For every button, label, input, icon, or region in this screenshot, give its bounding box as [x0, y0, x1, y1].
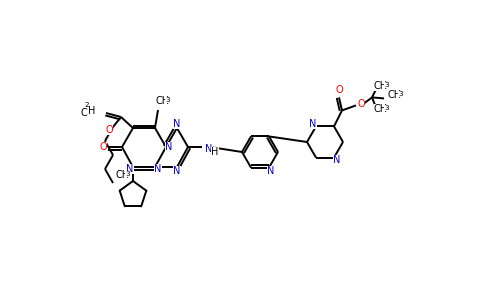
- Text: CH: CH: [156, 96, 170, 106]
- Text: N: N: [154, 164, 162, 174]
- Text: H: H: [212, 147, 219, 157]
- Text: CH: CH: [374, 104, 388, 114]
- Text: N: N: [309, 119, 317, 129]
- Text: N: N: [205, 144, 212, 154]
- Text: N: N: [166, 142, 173, 152]
- Text: CH: CH: [115, 170, 129, 180]
- Text: H: H: [88, 106, 96, 116]
- Text: N: N: [173, 119, 181, 129]
- Text: N: N: [333, 154, 341, 165]
- Text: O: O: [357, 99, 365, 110]
- Text: 3: 3: [384, 105, 389, 111]
- Text: CH: CH: [374, 81, 388, 92]
- Text: O: O: [105, 125, 113, 135]
- Text: 3: 3: [398, 92, 403, 98]
- Text: 3: 3: [125, 171, 130, 177]
- Text: O: O: [335, 85, 343, 95]
- Text: CH: CH: [388, 90, 402, 100]
- Text: 2: 2: [85, 102, 90, 108]
- Text: C: C: [81, 108, 88, 118]
- Text: N: N: [173, 166, 181, 176]
- Text: 3: 3: [384, 82, 389, 88]
- Text: O: O: [99, 142, 107, 152]
- Text: N: N: [126, 164, 134, 174]
- Text: N: N: [267, 166, 275, 176]
- Text: 3: 3: [165, 97, 169, 103]
